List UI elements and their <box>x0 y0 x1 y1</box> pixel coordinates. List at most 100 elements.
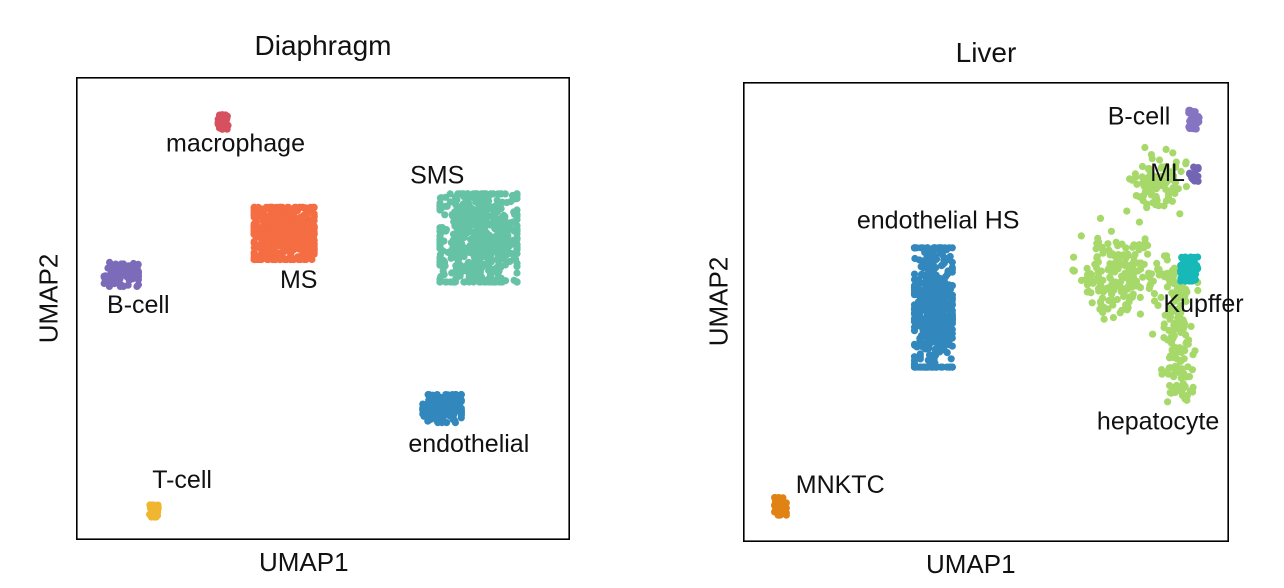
point-ms <box>269 203 277 211</box>
point-endothelial <box>446 397 454 405</box>
label-endothelial: endothelial <box>408 430 529 458</box>
point-endothelial-hs <box>919 316 927 324</box>
point-sms <box>513 190 521 198</box>
point-hepatocyte <box>1123 269 1131 277</box>
point-hepatocyte <box>1165 370 1173 378</box>
point-ms <box>260 224 268 232</box>
point-endothelial-hs <box>945 281 953 289</box>
point-sms <box>436 233 444 241</box>
point-sms <box>513 278 521 286</box>
point-ms <box>310 230 318 238</box>
point-sms <box>452 267 460 275</box>
point-hepatocyte <box>1164 336 1172 344</box>
point-endothelial-hs <box>918 257 926 265</box>
point-sms <box>448 246 456 254</box>
point-hepatocyte <box>1105 296 1113 305</box>
point-hepatocyte <box>1148 180 1156 188</box>
point-hepatocyte <box>1167 389 1175 397</box>
point-sms <box>440 271 448 279</box>
point-sms <box>436 278 444 286</box>
point-hepatocyte <box>1173 381 1181 389</box>
point-hepatocyte <box>1145 269 1153 277</box>
point-hepatocyte <box>1177 323 1185 331</box>
point-hepatocyte <box>1184 363 1192 371</box>
point-hepatocyte <box>1152 201 1160 209</box>
point-hepatocyte <box>1114 242 1122 250</box>
point-endothelial <box>438 415 446 423</box>
point-endothelial-hs <box>930 274 938 282</box>
point-endothelial-hs <box>948 296 956 304</box>
point-hepatocyte <box>1104 305 1112 313</box>
point-hepatocyte <box>1170 264 1178 272</box>
point-ml <box>1190 169 1199 177</box>
point-hepatocyte <box>1070 253 1078 261</box>
point-hepatocyte <box>1131 251 1139 259</box>
point-mnktc <box>780 509 788 517</box>
point-hepatocyte <box>1181 393 1189 401</box>
point-hepatocyte <box>1105 264 1113 272</box>
point-ms <box>286 248 294 256</box>
point-sms <box>442 202 450 210</box>
point-hepatocyte <box>1181 382 1189 390</box>
point-hepatocyte <box>1157 164 1165 172</box>
point-hepatocyte <box>1169 184 1177 192</box>
point-hepatocyte <box>1091 260 1099 268</box>
point-sms <box>489 240 497 248</box>
point-sms <box>446 278 454 286</box>
point-b-cell <box>1193 119 1201 127</box>
point-sms <box>480 238 488 246</box>
point-hepatocyte <box>1185 373 1194 381</box>
point-hepatocyte <box>1142 177 1151 185</box>
point-hepatocyte <box>1154 301 1162 309</box>
point-endothelial-hs <box>914 310 922 318</box>
point-endothelial-hs <box>931 361 939 370</box>
point-ms <box>294 215 302 224</box>
point-kupffer <box>1186 277 1194 285</box>
point-endothelial-hs <box>918 301 926 309</box>
point-sms <box>457 246 465 254</box>
point-sms <box>501 190 509 198</box>
label-kupffer: Kupffer <box>1163 290 1243 318</box>
point-sms <box>461 278 469 286</box>
point-hepatocyte <box>1146 280 1155 288</box>
cluster-endothelial <box>419 391 465 427</box>
point-hepatocyte <box>1171 290 1180 298</box>
label-hepatocyte: hepatocyte <box>1097 408 1219 436</box>
point-macrophage <box>215 111 224 119</box>
point-hepatocyte <box>1153 259 1161 267</box>
label-mnktc: MNKTC <box>796 471 885 499</box>
point-hepatocyte <box>1128 176 1136 184</box>
cluster-b-cell <box>1185 106 1203 133</box>
point-hepatocyte <box>1171 297 1179 305</box>
point-endothelial <box>448 391 456 399</box>
point-kupffer <box>1177 275 1185 283</box>
point-endothelial-hs <box>944 329 952 337</box>
point-hepatocyte <box>1152 185 1160 193</box>
point-hepatocyte <box>1182 183 1190 191</box>
point-kupffer <box>1186 257 1194 265</box>
point-hepatocyte <box>1189 351 1197 359</box>
point-ms <box>295 236 303 244</box>
point-sms <box>454 190 462 198</box>
point-hepatocyte <box>1157 293 1165 302</box>
cluster-hepatocyte <box>1069 143 1202 406</box>
point-hepatocyte <box>1164 274 1172 282</box>
point-hepatocyte <box>1171 163 1179 171</box>
point-ms <box>281 230 289 238</box>
point-sms <box>507 198 515 206</box>
liver-xlabel: UMAP1 <box>926 549 1016 579</box>
label-t-cell: T-cell <box>152 466 212 494</box>
point-hepatocyte <box>1124 304 1132 312</box>
point-hepatocyte <box>1087 289 1095 297</box>
point-endothelial-hs <box>937 325 946 333</box>
point-endothelial-hs <box>938 333 946 341</box>
point-endothelial-hs <box>924 344 933 352</box>
point-sms <box>501 243 509 252</box>
point-hepatocyte <box>1106 273 1114 281</box>
diaphragm-xlabel: UMAP1 <box>259 547 349 577</box>
diaphragm-title: Diaphragm <box>254 30 392 61</box>
point-endothelial-hs <box>910 270 919 278</box>
point-sms <box>450 216 458 224</box>
liver-labels: B-cell ML endothelial HS hepatocyte Kupffer M… <box>796 102 1244 498</box>
point-endothelial-hs <box>919 264 927 272</box>
